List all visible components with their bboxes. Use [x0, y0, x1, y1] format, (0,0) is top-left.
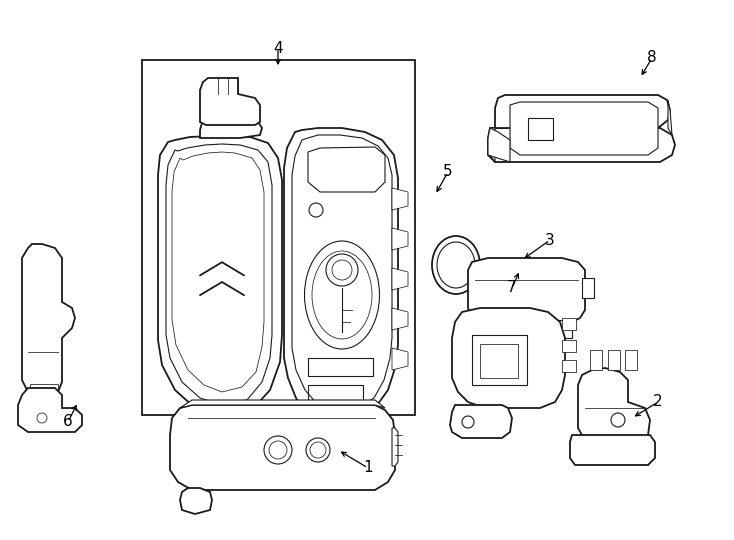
Polygon shape	[392, 228, 408, 250]
Text: 8: 8	[647, 51, 657, 65]
Bar	[625, 350, 637, 370]
Text: 5: 5	[443, 165, 453, 179]
Text: 6: 6	[63, 415, 73, 429]
Polygon shape	[284, 128, 398, 422]
Bar	[142, 60, 415, 415]
Polygon shape	[490, 128, 495, 162]
Ellipse shape	[432, 236, 480, 294]
Polygon shape	[392, 308, 408, 330]
Polygon shape	[668, 100, 672, 135]
Text: 4: 4	[273, 40, 283, 56]
Polygon shape	[170, 405, 395, 490]
Bar	[30, 384, 58, 398]
Text: 2: 2	[653, 395, 663, 409]
Polygon shape	[480, 320, 494, 338]
Polygon shape	[578, 368, 650, 442]
Polygon shape	[468, 258, 585, 322]
Bar	[582, 278, 594, 298]
Polygon shape	[570, 435, 655, 465]
Text: 1: 1	[363, 461, 373, 476]
Polygon shape	[500, 320, 514, 338]
Polygon shape	[18, 388, 82, 432]
Polygon shape	[200, 78, 260, 125]
Text: 3: 3	[545, 233, 555, 247]
Polygon shape	[22, 244, 75, 398]
Polygon shape	[180, 488, 212, 514]
Polygon shape	[540, 320, 554, 338]
Text: 7: 7	[507, 280, 517, 295]
Polygon shape	[488, 128, 510, 162]
Polygon shape	[452, 308, 565, 408]
Bar	[528, 118, 553, 140]
Polygon shape	[495, 95, 670, 128]
Polygon shape	[488, 128, 675, 162]
Polygon shape	[558, 320, 572, 338]
Polygon shape	[180, 400, 385, 408]
Polygon shape	[392, 188, 408, 210]
Polygon shape	[200, 120, 262, 138]
Polygon shape	[392, 348, 408, 370]
Polygon shape	[392, 428, 398, 466]
Polygon shape	[450, 405, 512, 438]
Polygon shape	[520, 320, 534, 338]
Polygon shape	[392, 268, 408, 290]
Bar	[590, 350, 602, 370]
Bar	[472, 335, 527, 385]
Bar	[562, 360, 576, 372]
Polygon shape	[510, 102, 658, 155]
Bar	[608, 350, 620, 370]
Polygon shape	[158, 136, 282, 415]
Bar	[480, 344, 518, 378]
Bar	[562, 318, 576, 330]
Bar	[562, 340, 576, 352]
